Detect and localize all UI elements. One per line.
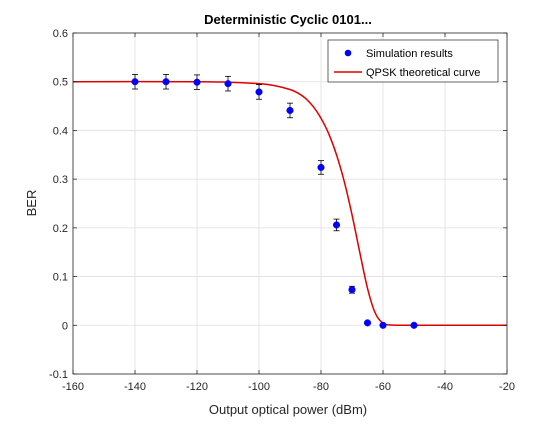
theory-curve-group (72, 80, 507, 327)
y-tick-label: 0.4 (53, 125, 68, 137)
theory-curve-line (72, 80, 507, 327)
legend-simulation-label: Simulation results (366, 48, 453, 60)
simulation-point (193, 78, 201, 86)
axis-ticks (72, 32, 508, 375)
tick-labels: -160 -140 -120 -100 -80 -60 -40 -20 -0.1 0 0.1 0.2 0… (49, 28, 515, 393)
chart-title: Deterministic Cyclic 0101... (204, 12, 372, 27)
simulation-point (255, 88, 263, 96)
simulation-point (410, 321, 418, 329)
simulation-point (162, 78, 170, 86)
simulation-point (348, 286, 356, 294)
x-axis-label: Output optical power (dBm) (209, 402, 367, 417)
y-tick-label: 0.3 (53, 174, 68, 186)
x-tick-label: -60 (375, 381, 391, 393)
simulation-point (286, 106, 294, 115)
x-tick-label: -20 (499, 381, 515, 393)
simulation-point (379, 321, 387, 329)
x-tick-label: -140 (124, 381, 146, 393)
y-tick-label: 0.2 (53, 223, 68, 235)
x-tick-label: -160 (62, 381, 84, 393)
simulation-point (332, 221, 341, 229)
plot-area (73, 33, 507, 374)
y-axis-label: BER (24, 190, 39, 217)
legend-simulation-marker (344, 49, 352, 57)
y-tick-label: 0.5 (53, 77, 68, 89)
simulation-point (131, 78, 139, 86)
x-tick-label: -80 (313, 381, 329, 393)
legend: Simulation results QPSK theoretical curv… (327, 39, 499, 83)
simulation-points-group (131, 74, 418, 329)
axes-box (72, 32, 508, 375)
y-tick-label: 0 (62, 320, 68, 332)
simulation-point (224, 80, 232, 88)
simulation-point (317, 163, 325, 172)
y-tick-label: 0.1 (53, 272, 68, 284)
x-tick-label: -100 (248, 381, 270, 393)
y-tick-label: 0.6 (53, 28, 68, 40)
x-tick-label: -120 (186, 381, 208, 393)
y-tick-label: -0.1 (49, 369, 68, 381)
simulation-point (363, 319, 372, 327)
legend-theory-label: QPSK theoretical curve (366, 67, 480, 79)
legend-box (327, 39, 499, 83)
x-tick-label: -40 (437, 381, 453, 393)
